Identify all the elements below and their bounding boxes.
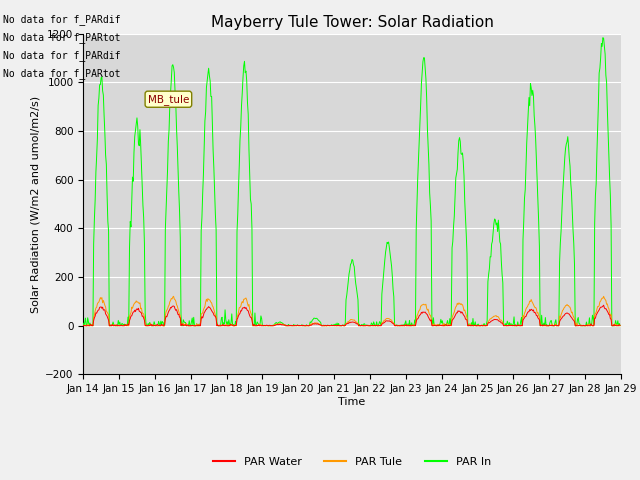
Text: No data for f_PARtot: No data for f_PARtot [3, 32, 121, 43]
Text: MB_tule: MB_tule [148, 94, 189, 105]
Text: No data for f_PARdif: No data for f_PARdif [3, 13, 121, 24]
Legend: PAR Water, PAR Tule, PAR In: PAR Water, PAR Tule, PAR In [209, 452, 495, 471]
Text: No data for f_PARdif: No data for f_PARdif [3, 50, 121, 61]
Text: No data for f_PARtot: No data for f_PARtot [3, 68, 121, 79]
X-axis label: Time: Time [339, 397, 365, 407]
Y-axis label: Solar Radiation (W/m2 and umol/m2/s): Solar Radiation (W/m2 and umol/m2/s) [31, 96, 41, 312]
Title: Mayberry Tule Tower: Solar Radiation: Mayberry Tule Tower: Solar Radiation [211, 15, 493, 30]
